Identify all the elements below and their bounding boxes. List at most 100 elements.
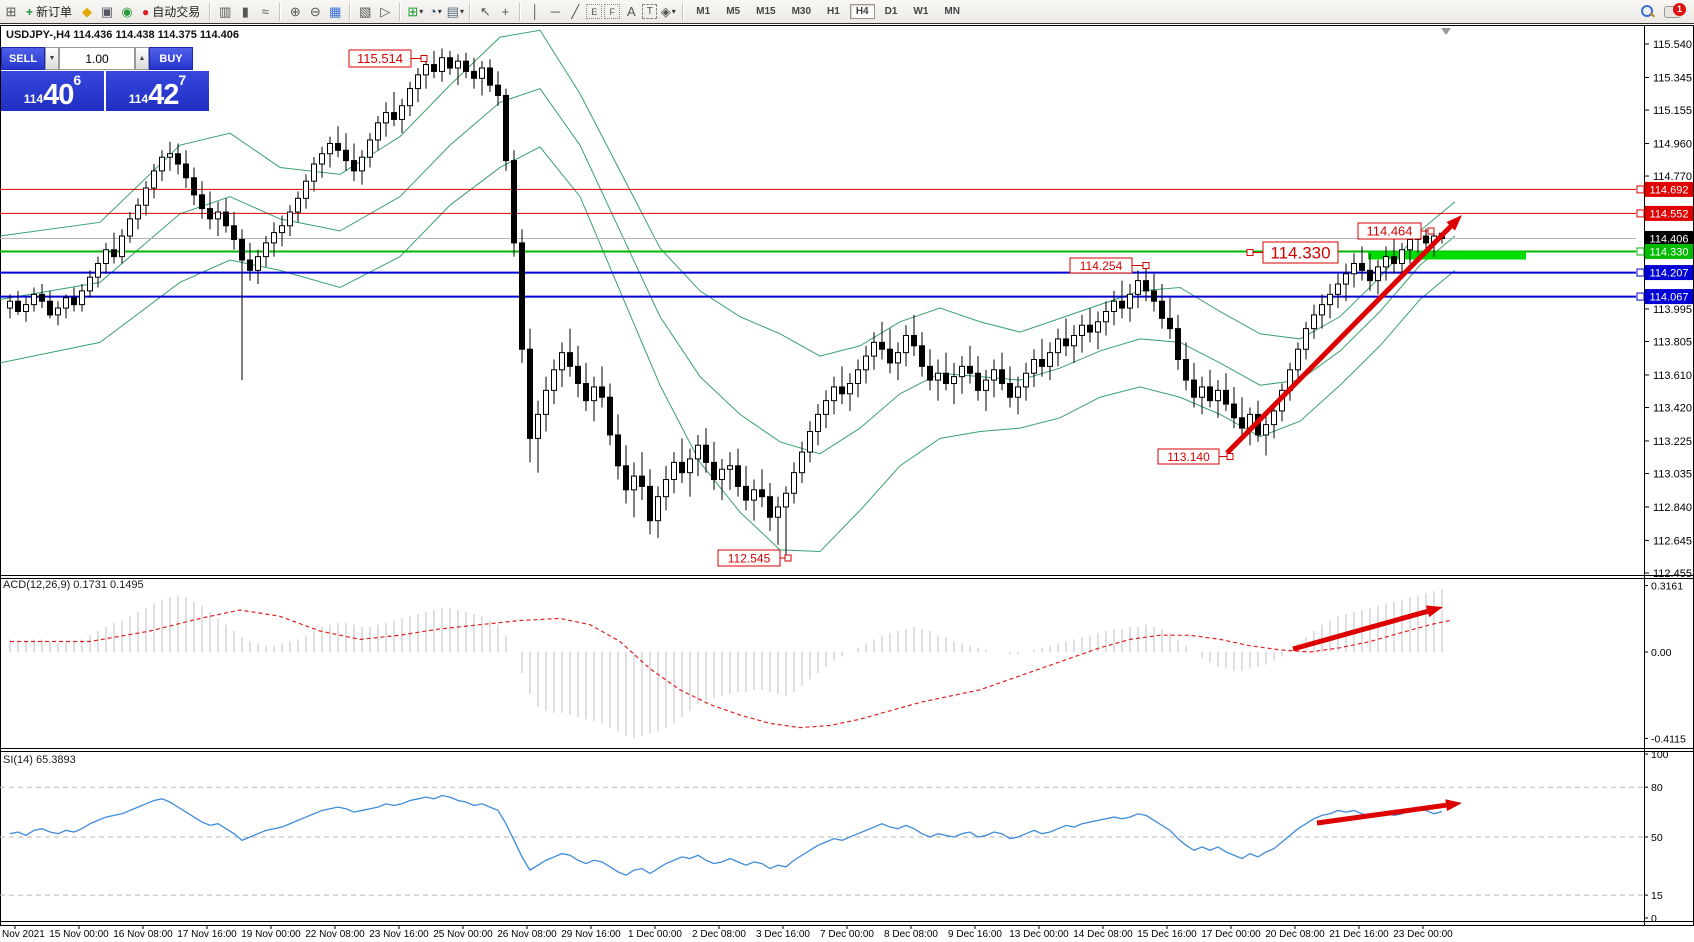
candle-body <box>103 249 109 264</box>
timeframe-button-M15[interactable]: M15 <box>756 6 776 17</box>
new-order-button[interactable]: + 新订单 <box>26 4 73 20</box>
candle-body <box>23 304 29 312</box>
time-axis-label: 15 Dec 16:00 <box>1137 929 1197 940</box>
volume-down-button[interactable]: ▼ <box>45 47 59 70</box>
candle-body <box>647 485 653 522</box>
candle-body <box>295 197 301 213</box>
candle-body <box>711 461 717 481</box>
sell-price[interactable]: 114 40 6 <box>1 71 104 111</box>
cursor-icon[interactable]: ↖ <box>479 3 491 19</box>
price-badge <box>1645 205 1693 221</box>
volume-up-button[interactable]: ▲ <box>135 47 149 70</box>
candle-body <box>1175 328 1181 361</box>
candle-body <box>511 160 517 244</box>
price-badge <box>1645 230 1693 246</box>
price-badge-label: 114.406 <box>1650 233 1689 245</box>
candle-body <box>31 293 37 306</box>
trend-arrow-shaft <box>1225 224 1453 455</box>
timeframe-button-M5[interactable]: M5 <box>726 6 741 17</box>
candle-body <box>1319 304 1325 316</box>
candle-body <box>1375 266 1381 282</box>
candle-body <box>919 345 925 367</box>
indicators-dropdown[interactable]: ⊞ ▾ <box>407 3 424 19</box>
chart-canvas[interactable]: 115.514 114.254 114.330 114.464 113.140 112.5… <box>0 25 1694 942</box>
sell-button[interactable]: SELL <box>1 47 45 70</box>
periods-dropdown[interactable]: ◔ ▾ <box>428 4 442 19</box>
fibo-retracement-icon[interactable]: F <box>604 4 621 19</box>
price-axis-label: 113.225 <box>1653 436 1692 448</box>
candle-body <box>1383 256 1389 268</box>
annotation-anchor <box>1226 453 1234 460</box>
vertical-line-icon[interactable]: │ <box>531 4 540 19</box>
timeframe-button-H4[interactable]: H4 <box>849 4 875 19</box>
webcast-icon[interactable]: ◉ <box>121 3 133 19</box>
zoom-out-icon[interactable]: ⊖ <box>309 3 321 19</box>
sell-price-point: 6 <box>73 72 82 88</box>
candle-body <box>63 297 69 309</box>
crosshair-icon[interactable]: + <box>501 4 510 19</box>
candlestick-icon[interactable]: ▮ <box>241 3 249 19</box>
chevron-down-icon: ▾ <box>437 7 442 16</box>
timeframe-button-H1[interactable]: H1 <box>827 6 840 17</box>
candle-body <box>239 238 245 261</box>
text-label-icon[interactable]: T <box>642 4 658 19</box>
toolbar-separator <box>279 2 282 21</box>
candle-body <box>1407 238 1413 251</box>
trend-arrow-shaft <box>1292 608 1429 652</box>
candle-body <box>55 307 61 316</box>
candle-body <box>567 352 573 367</box>
candle-body <box>391 112 397 120</box>
horizontal-line-icon[interactable]: ─ <box>550 4 560 19</box>
tile-windows-icon[interactable]: ▦ <box>329 3 342 19</box>
chart-shift-icon[interactable]: ▷ <box>380 3 391 19</box>
annotation-box <box>1157 448 1220 465</box>
auto-trading-button[interactable]: ● 自动交易 <box>142 4 201 20</box>
candle-body <box>591 386 597 402</box>
candle-body <box>1047 352 1053 367</box>
candle-body <box>735 465 741 487</box>
zoom-in-icon[interactable]: ⊕ <box>289 3 301 19</box>
bar-chart-icon[interactable]: ▥ <box>219 3 232 19</box>
candle-body <box>1063 338 1069 347</box>
candle-body <box>551 369 557 391</box>
highlighter-icon[interactable]: ◆ <box>82 3 93 19</box>
annotation-text: 115.514 <box>357 51 403 66</box>
timeframe-button-D1[interactable]: D1 <box>884 6 898 17</box>
candle-body <box>535 413 541 439</box>
trend-arrow-head <box>1425 605 1443 618</box>
rsi-axis-label: 80 <box>1651 782 1663 794</box>
timeframe-button-MN[interactable]: MN <box>944 6 960 17</box>
candle-body <box>1007 383 1013 398</box>
buy-button[interactable]: BUY <box>149 47 193 70</box>
candle-body <box>1199 386 1205 398</box>
one-click-trading-panel: SELL ▼ 1.00 ▲ BUY 114 40 6 114 42 7 <box>1 47 209 111</box>
timeframe-button-M30[interactable]: M30 <box>791 6 812 17</box>
annotation-text: 114.464 <box>1366 224 1412 239</box>
candle-body <box>871 341 877 357</box>
chat-icon[interactable]: 1 <box>1664 2 1686 21</box>
candle-body <box>463 60 469 72</box>
terminal-icon[interactable]: ▣ <box>100 3 114 19</box>
arrange-windows-icon[interactable]: ▧ <box>359 3 372 19</box>
line-chart-icon[interactable]: ≈ <box>261 4 269 19</box>
candle-body <box>87 276 93 292</box>
candle-body <box>1303 328 1309 350</box>
candle-body <box>1359 262 1365 271</box>
trendline-icon[interactable]: ╱ <box>571 3 580 19</box>
timeframe-button-W1[interactable]: W1 <box>913 6 929 17</box>
new-chart-icon[interactable]: ⊞ <box>5 3 17 19</box>
candle-body <box>287 211 293 227</box>
buy-price[interactable]: 114 42 7 <box>106 71 209 111</box>
fibo-expansion-icon[interactable]: E <box>586 4 603 19</box>
highlight-bar <box>1368 251 1526 260</box>
search-icon[interactable] <box>1640 4 1656 20</box>
volume-input[interactable]: 1.00 <box>59 47 135 70</box>
candle-body <box>815 413 821 433</box>
candle-body <box>471 70 477 79</box>
templates-dropdown[interactable]: ▤ ▾ <box>446 3 464 19</box>
shapes-dropdown[interactable]: ◈ ▾ <box>660 3 676 19</box>
candle-body <box>639 475 645 487</box>
timeframe-button-M1[interactable]: M1 <box>696 6 711 17</box>
candle-body <box>903 334 909 354</box>
text-icon[interactable]: A <box>626 4 636 19</box>
